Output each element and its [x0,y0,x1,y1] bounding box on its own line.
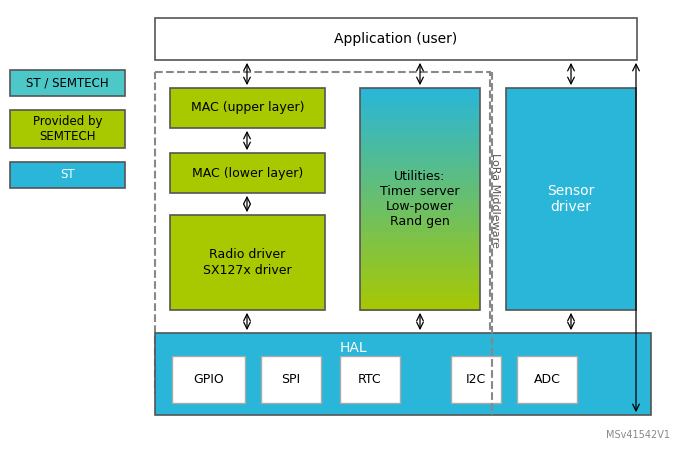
Bar [170,215,325,310]
Bar [360,273,480,277]
Text: RTC: RTC [358,373,382,386]
Bar [155,72,490,392]
Text: Provided by
SEMTECH: Provided by SEMTECH [33,115,102,143]
Bar [360,299,480,303]
Text: LoRa Middleware: LoRa Middleware [490,153,500,247]
Text: ST / SEMTECH: ST / SEMTECH [26,77,109,90]
Bar [360,158,480,163]
Text: MAC (lower layer): MAC (lower layer) [192,167,303,179]
Bar [360,99,480,103]
Bar [360,306,480,310]
Bar [360,184,480,188]
Bar [360,247,480,251]
Text: Radio driver
SX127x driver: Radio driver SX127x driver [203,249,292,276]
Bar [360,277,480,281]
Bar [360,202,480,207]
Bar [360,269,480,274]
Text: MAC (upper layer): MAC (upper layer) [191,101,304,115]
Bar [10,110,125,148]
Bar [360,207,480,211]
Bar [360,236,480,240]
Bar [360,173,480,177]
Text: I2C: I2C [466,373,486,386]
Bar [360,140,480,144]
Text: HAL: HAL [339,341,367,355]
Text: GPIO: GPIO [193,373,224,386]
Text: Utilities:
Timer server
Low-power
Rand gen: Utilities: Timer server Low-power Rand g… [381,170,460,228]
Bar [360,188,480,192]
Bar [360,154,480,159]
Bar [360,258,480,262]
Bar [360,288,480,292]
Text: ADC: ADC [533,373,561,386]
Bar [360,151,480,155]
Bar [360,96,480,100]
Bar [360,240,480,244]
Bar [360,262,480,266]
Bar [360,103,480,107]
Bar [506,88,636,310]
Bar [360,214,480,218]
Text: SPI: SPI [282,373,301,386]
Text: ST: ST [60,169,75,182]
Bar [10,162,125,188]
Bar [360,303,480,307]
Bar [360,118,480,122]
Bar [360,88,480,92]
Bar [360,106,480,111]
Bar [360,251,480,255]
Bar [360,147,480,151]
Text: Application (user): Application (user) [334,32,458,46]
Bar [360,195,480,199]
Bar [360,88,480,310]
Bar [172,356,245,403]
Bar [360,180,480,185]
Bar [360,125,480,129]
Bar [155,18,637,60]
Bar [360,225,480,229]
Bar [10,70,125,96]
Bar [360,144,480,148]
Bar [360,132,480,137]
Bar [340,356,400,403]
Bar [360,92,480,96]
Bar [360,166,480,170]
Bar [360,229,480,233]
Bar [360,265,480,270]
Bar [360,210,480,214]
Bar [517,356,577,403]
Bar [360,169,480,173]
Bar [360,136,480,140]
Bar [451,356,501,403]
Bar [360,129,480,133]
Bar [360,192,480,196]
Bar [360,284,480,288]
Bar [360,255,480,259]
Bar [360,232,480,236]
Bar [360,177,480,181]
Bar [360,162,480,166]
Text: Sensor
driver: Sensor driver [548,184,595,214]
Bar [155,333,651,415]
Bar [360,243,480,248]
Bar [170,153,325,193]
Bar [360,295,480,299]
Text: MSv41542V1: MSv41542V1 [606,430,670,440]
Bar [360,114,480,118]
Bar [360,291,480,296]
Bar [360,217,480,222]
Bar [360,121,480,125]
Bar [360,199,480,203]
Bar [360,221,480,226]
Bar [170,88,325,128]
Bar [360,280,480,284]
Bar [261,356,321,403]
Bar [360,110,480,115]
